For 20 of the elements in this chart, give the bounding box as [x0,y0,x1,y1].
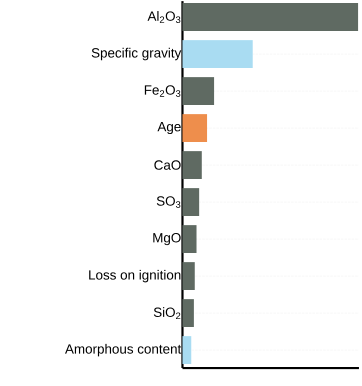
y-tick-label: Al$_{2}$O$_{3}$ [148,11,180,23]
bar [182,225,197,254]
bar [182,151,202,180]
bar [182,40,253,68]
bar [182,336,192,364]
y-tick-label: Age [157,122,181,134]
y-tick-label: Specific gravity [92,48,182,60]
y-tick-label: Loss on ignition [89,270,180,282]
y-tick-label: Amorphous content [65,344,182,356]
bar [182,77,214,105]
y-tick-label: CaO [154,160,181,170]
bar [182,3,358,31]
bar [182,188,200,216]
bar [182,114,208,142]
bar [182,299,194,328]
y-tick-label: SiO$_{2}$ [154,307,180,320]
y-tick-label: SO$_{3}$ [156,196,180,208]
y-tick-label: MgO [153,233,181,246]
bar [182,262,195,290]
y-tick-label: Fe$_{2}$O$_{3}$ [144,85,180,97]
